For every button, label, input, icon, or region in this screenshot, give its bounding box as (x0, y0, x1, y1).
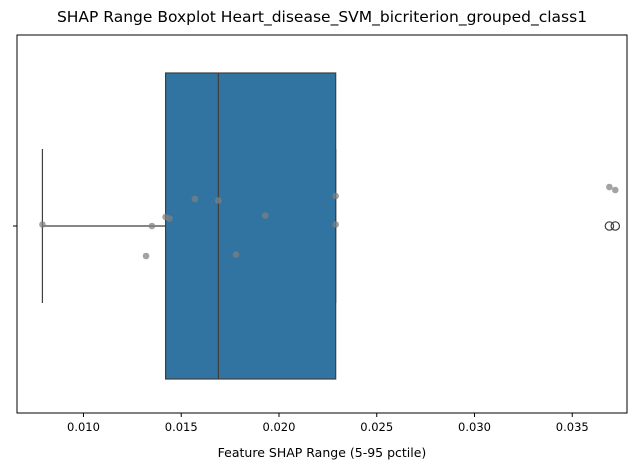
x-tick-label-0: 0.010 (67, 420, 100, 434)
data-point-12 (611, 186, 619, 194)
data-point-6 (215, 197, 222, 204)
plot-frame (16, 34, 628, 414)
data-point-9 (332, 192, 339, 200)
x-axis: 0.010 0.015 0.020 0.025 0.030 0.035 (13, 34, 628, 434)
data-point-8 (262, 212, 269, 219)
x-tick-label-4: 0.030 (458, 420, 491, 434)
data-point-7 (232, 251, 240, 258)
data-point-10 (332, 221, 339, 228)
x-tick-label-2: 0.020 (263, 420, 296, 434)
data-point-11 (606, 183, 613, 191)
outlier-0 (604, 221, 615, 231)
data-point-2 (148, 222, 156, 230)
x-tick-label-3: 0.025 (360, 420, 393, 434)
outlier-1 (610, 221, 621, 231)
chart-title: SHAP Range Boxplot Heart_disease_SVM_bic… (57, 8, 587, 27)
x-axis-label: Feature SHAP Range (5-95 pctile) (218, 445, 427, 460)
plot-area (39, 72, 621, 380)
data-point-4 (166, 215, 173, 222)
data-point-5 (191, 195, 199, 203)
x-tick-label-5: 0.035 (556, 420, 589, 434)
data-point-0 (39, 221, 46, 228)
data-point-1 (142, 252, 150, 260)
box-iqr (164, 72, 337, 380)
x-tick-label-1: 0.015 (165, 420, 198, 434)
